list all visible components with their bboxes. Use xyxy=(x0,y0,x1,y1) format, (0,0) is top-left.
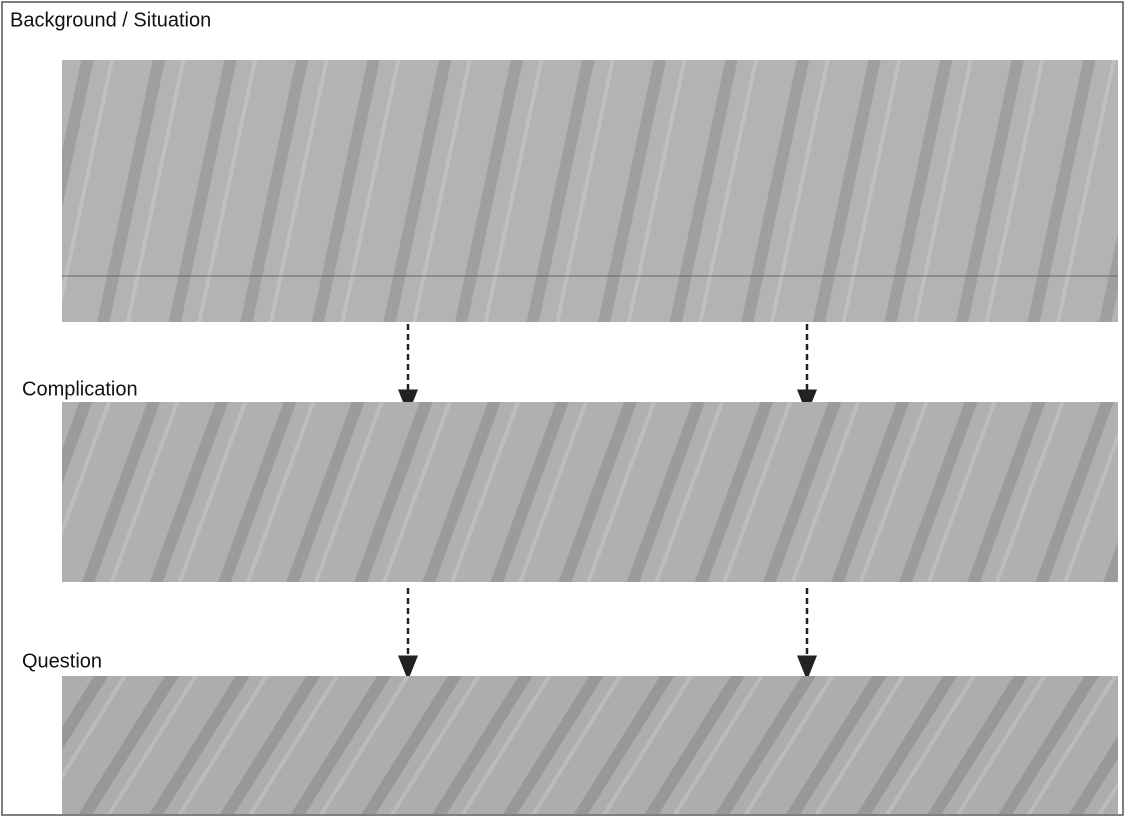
section-label: Question xyxy=(22,650,102,672)
content-box xyxy=(62,402,1118,582)
page: Background / Situation Complication Ques… xyxy=(0,0,1126,818)
content-box xyxy=(62,60,1118,322)
section-label: Background / Situation xyxy=(10,9,211,31)
content-box xyxy=(62,676,1118,814)
section-label: Complication xyxy=(22,378,138,400)
diagram: Background / Situation Complication Ques… xyxy=(0,0,1126,818)
